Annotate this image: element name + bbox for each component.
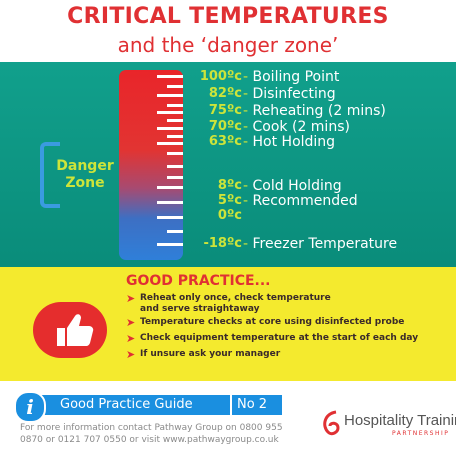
thumbs-up-icon	[57, 314, 94, 346]
temp-8: 8ºc	[217, 178, 242, 193]
logo-icon	[323, 410, 340, 436]
label-boiling-point: - Boiling Point	[243, 69, 340, 85]
tick-minor	[167, 230, 183, 233]
label-freezer: - Freezer Temperature	[243, 236, 398, 252]
good-practice-item: Check equipment temperature at the start…	[140, 333, 419, 343]
temp-0: 0ºc	[217, 208, 242, 223]
label-cold-holding: - Cold Holding	[243, 178, 342, 194]
tick-minor	[167, 85, 183, 88]
tick-minor	[167, 165, 183, 168]
label-recommended: - Recommended	[243, 193, 358, 209]
danger-zone-label: Danger Zone	[56, 158, 114, 191]
bullet-arrow-icon: ➤	[126, 332, 136, 345]
page-title: CRITICAL TEMPERATURES	[67, 4, 389, 29]
temp-100: 100ºc	[199, 69, 242, 84]
contact-info: For more information contact Pathway Gro…	[20, 423, 283, 445]
tick-minor	[167, 135, 183, 138]
logo-text: Hospitality Training	[344, 412, 456, 429]
good-practice-item: Reheat only once, check temperature and …	[140, 293, 331, 314]
tick-82	[157, 94, 183, 97]
guide-bar	[22, 395, 282, 415]
info-icon: i	[14, 391, 46, 423]
bullet-arrow-icon: ➤	[126, 316, 136, 329]
temp-82: 82ºc	[208, 86, 242, 101]
tick-100	[157, 75, 183, 78]
bullet-arrow-icon: ➤	[126, 348, 136, 361]
tick-0	[157, 216, 183, 219]
tick-minor	[167, 152, 183, 155]
good-practice-title: GOOD PRACTICE...	[126, 273, 271, 289]
tick-minor	[167, 119, 183, 122]
tick-minus18	[157, 243, 183, 246]
danger-zone-bracket	[40, 142, 60, 208]
label-reheating: - Reheating (2 mins)	[243, 103, 386, 119]
logo-subtext: PARTNERSHIP	[392, 430, 450, 437]
guide-divider	[230, 395, 232, 415]
temp-75: 75ºc	[208, 103, 242, 118]
label-disinfecting: - Disinfecting	[243, 86, 336, 102]
tick-63	[157, 142, 183, 145]
temp-minus18: -18ºc	[203, 236, 242, 251]
tick-8	[157, 186, 183, 189]
good-practice-item: Temperature checks at core using disinfe…	[140, 317, 405, 327]
thumbs-up-badge	[33, 302, 107, 358]
tick-75	[157, 111, 183, 114]
guide-label: Good Practice Guide	[60, 397, 193, 412]
guide-number: No 2	[237, 397, 268, 412]
tick-70	[157, 127, 183, 130]
label-cook: - Cook (2 mins)	[243, 119, 350, 135]
page-subtitle: and the ‘danger zone’	[117, 33, 339, 57]
temp-5: 5ºc	[217, 193, 242, 208]
bullet-arrow-icon: ➤	[126, 292, 136, 305]
tick-minor	[167, 104, 183, 107]
good-practice-item: If unsure ask your manager	[140, 349, 281, 359]
tick-5	[157, 201, 183, 204]
tick-minor	[167, 176, 183, 179]
temp-63: 63ºc	[208, 134, 242, 149]
temp-70: 70ºc	[208, 119, 242, 134]
temperature-panel	[0, 62, 456, 267]
label-hot-holding: - Hot Holding	[243, 134, 336, 150]
